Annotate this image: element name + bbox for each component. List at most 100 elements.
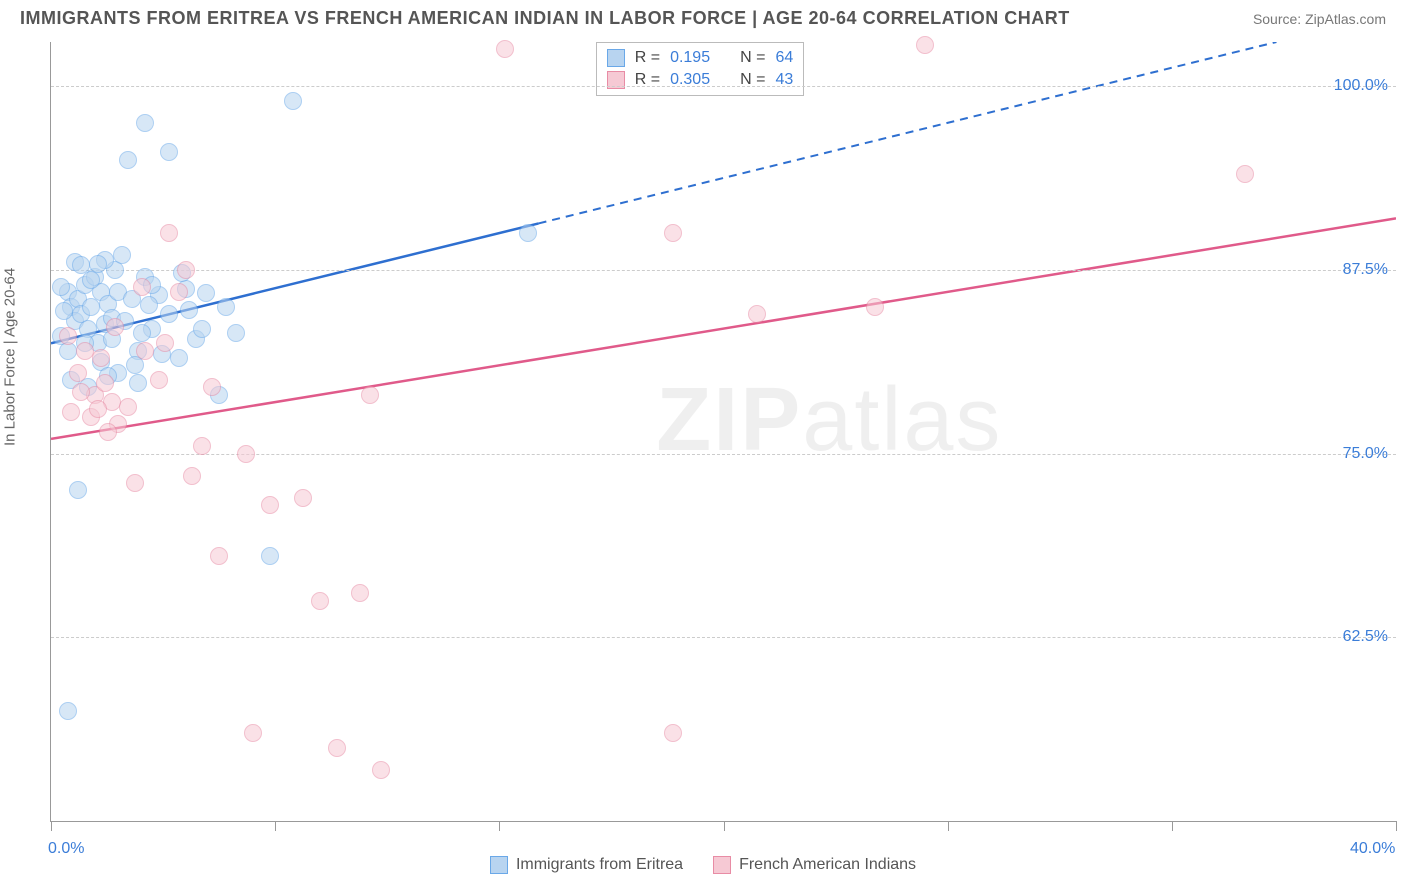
data-point bbox=[76, 342, 94, 360]
data-point bbox=[160, 305, 178, 323]
data-point bbox=[119, 151, 137, 169]
data-point bbox=[89, 255, 107, 273]
scatter-chart: ZIPatlas R = 0.195 N = 64 R = 0.305 N = 43 62.5… bbox=[50, 42, 1396, 822]
data-point bbox=[150, 371, 168, 389]
data-point bbox=[89, 400, 107, 418]
correlation-legend: R = 0.195 N = 64 R = 0.305 N = 43 bbox=[596, 42, 805, 96]
data-point bbox=[372, 761, 390, 779]
data-point bbox=[748, 305, 766, 323]
r-value: 0.305 bbox=[670, 69, 710, 91]
legend-item-french-american-indian: French American Indians bbox=[713, 856, 916, 874]
data-point bbox=[664, 724, 682, 742]
data-point bbox=[193, 437, 211, 455]
gridline-h bbox=[51, 637, 1396, 638]
data-point bbox=[106, 318, 124, 336]
n-label: N = bbox=[740, 47, 765, 69]
r-label: R = bbox=[635, 47, 660, 69]
data-point bbox=[866, 298, 884, 316]
trend-lines bbox=[51, 42, 1396, 821]
data-point bbox=[361, 386, 379, 404]
data-point bbox=[160, 143, 178, 161]
data-point bbox=[351, 584, 369, 602]
data-point bbox=[227, 324, 245, 342]
y-axis-label: In Labor Force | Age 20-64 bbox=[2, 268, 19, 446]
data-point bbox=[328, 739, 346, 757]
data-point bbox=[82, 271, 100, 289]
data-point bbox=[217, 298, 235, 316]
x-tick-mark bbox=[1396, 821, 1397, 831]
data-point bbox=[55, 302, 73, 320]
data-point bbox=[160, 224, 178, 242]
data-point bbox=[177, 261, 195, 279]
data-point bbox=[237, 445, 255, 463]
data-point bbox=[133, 324, 151, 342]
data-point bbox=[261, 547, 279, 565]
data-point bbox=[170, 349, 188, 367]
legend-row: R = 0.305 N = 43 bbox=[607, 69, 794, 91]
gridline-h bbox=[51, 270, 1396, 271]
data-point bbox=[197, 284, 215, 302]
data-point bbox=[69, 481, 87, 499]
x-tick-mark bbox=[275, 821, 276, 831]
data-point bbox=[180, 301, 198, 319]
data-point bbox=[113, 246, 131, 264]
x-tick-mark bbox=[1172, 821, 1173, 831]
data-point bbox=[96, 374, 114, 392]
r-value: 0.195 bbox=[670, 47, 710, 69]
page-title: IMMIGRANTS FROM ERITREA VS FRENCH AMERIC… bbox=[20, 8, 1070, 29]
x-tick-mark bbox=[724, 821, 725, 831]
data-point bbox=[193, 320, 211, 338]
legend-swatch-icon bbox=[607, 49, 625, 67]
x-tick-mark bbox=[51, 821, 52, 831]
data-point bbox=[72, 256, 90, 274]
x-tick-label: 40.0% bbox=[1350, 840, 1395, 858]
legend-swatch-icon bbox=[490, 856, 508, 874]
data-point bbox=[72, 383, 90, 401]
legend-item-eritrea: Immigrants from Eritrea bbox=[490, 856, 683, 874]
y-tick-label: 87.5% bbox=[1343, 261, 1388, 279]
data-point bbox=[203, 378, 221, 396]
data-point bbox=[294, 489, 312, 507]
data-point bbox=[1236, 165, 1254, 183]
data-point bbox=[916, 36, 934, 54]
data-point bbox=[52, 278, 70, 296]
legend-label: Immigrants from Eritrea bbox=[516, 856, 683, 874]
data-point bbox=[129, 374, 147, 392]
y-tick-label: 100.0% bbox=[1334, 77, 1388, 95]
data-point bbox=[496, 40, 514, 58]
data-point bbox=[170, 283, 188, 301]
data-point bbox=[210, 547, 228, 565]
legend-label: French American Indians bbox=[739, 856, 916, 874]
y-tick-label: 62.5% bbox=[1343, 628, 1388, 646]
data-point bbox=[62, 403, 80, 421]
data-point bbox=[59, 327, 77, 345]
data-point bbox=[244, 724, 262, 742]
data-point bbox=[156, 334, 174, 352]
watermark: ZIPatlas bbox=[656, 369, 1002, 472]
data-point bbox=[119, 398, 137, 416]
data-point bbox=[59, 702, 77, 720]
data-point bbox=[183, 467, 201, 485]
series-legend: Immigrants from Eritrea French American … bbox=[0, 856, 1406, 874]
data-point bbox=[664, 224, 682, 242]
gridline-h bbox=[51, 86, 1396, 87]
n-label: N = bbox=[740, 69, 765, 91]
legend-swatch-icon bbox=[713, 856, 731, 874]
data-point bbox=[136, 114, 154, 132]
x-tick-label: 0.0% bbox=[48, 840, 84, 858]
legend-row: R = 0.195 N = 64 bbox=[607, 47, 794, 69]
data-point bbox=[519, 224, 537, 242]
data-point bbox=[311, 592, 329, 610]
data-point bbox=[284, 92, 302, 110]
x-tick-mark bbox=[499, 821, 500, 831]
n-value: 43 bbox=[775, 69, 793, 91]
data-point bbox=[92, 349, 110, 367]
x-tick-mark bbox=[948, 821, 949, 831]
data-point bbox=[133, 278, 151, 296]
data-point bbox=[136, 342, 154, 360]
data-point bbox=[99, 423, 117, 441]
data-point bbox=[140, 296, 158, 314]
y-tick-label: 75.0% bbox=[1343, 445, 1388, 463]
r-label: R = bbox=[635, 69, 660, 91]
n-value: 64 bbox=[775, 47, 793, 69]
